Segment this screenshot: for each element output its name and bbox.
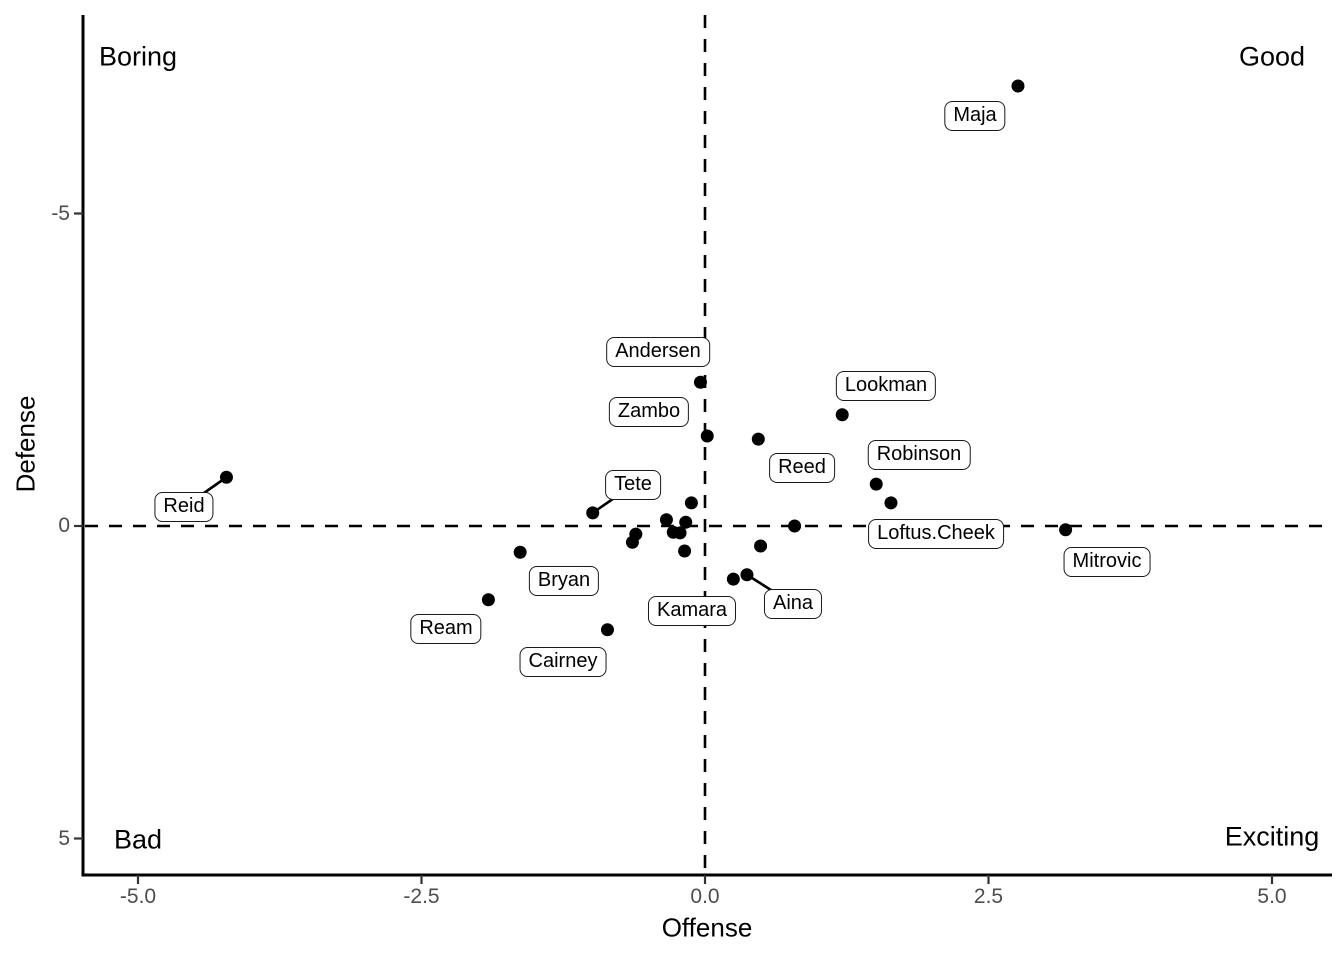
point-label-andersen: Andersen xyxy=(606,337,710,367)
x-tick-label: -5.0 xyxy=(119,885,157,908)
data-point-tete xyxy=(586,506,600,520)
y-axis-title: Defense xyxy=(10,395,41,493)
data-point-cairney xyxy=(600,623,614,637)
point-label-lookman: Lookman xyxy=(835,371,937,401)
x-axis-title: Offense xyxy=(661,912,753,943)
data-point-ream xyxy=(481,593,495,607)
data-point xyxy=(754,539,768,553)
annotation-bad: Bad xyxy=(113,824,163,855)
point-label-loftus-cheek: Loftus.Cheek xyxy=(868,519,1004,549)
point-label-ream: Ream xyxy=(410,614,482,644)
data-point-maja xyxy=(1011,79,1025,93)
point-label-aina: Aina xyxy=(763,589,823,619)
point-label-kamara: Kamara xyxy=(647,596,737,626)
point-label-bryan: Bryan xyxy=(528,566,600,596)
data-point-mitrovic xyxy=(1059,523,1073,537)
data-point-lookman xyxy=(835,408,849,422)
point-label-reid: Reid xyxy=(154,492,214,522)
point-label-zambo: Zambo xyxy=(608,397,690,427)
point-label-mitrovic: Mitrovic xyxy=(1063,547,1151,577)
data-point-kamara xyxy=(726,572,740,586)
data-point-zambo xyxy=(700,429,714,443)
data-point xyxy=(679,515,693,529)
annotation-good: Good xyxy=(1238,41,1306,72)
data-point xyxy=(625,535,639,549)
y-tick-label: 5 xyxy=(58,826,70,850)
annotation-exciting: Exciting xyxy=(1224,821,1320,852)
data-point xyxy=(673,526,687,540)
point-label-robinson: Robinson xyxy=(867,440,971,470)
point-label-maja: Maja xyxy=(944,101,1006,131)
data-point-bryan xyxy=(513,545,527,559)
data-point-reed xyxy=(751,432,765,446)
data-point xyxy=(684,496,698,510)
point-label-reed: Reed xyxy=(769,453,835,483)
data-point-loftus-cheek xyxy=(884,496,898,510)
x-tick-label: 0.0 xyxy=(690,885,720,908)
data-point-aina xyxy=(740,568,754,582)
data-point xyxy=(678,544,692,558)
x-tick-label: -2.5 xyxy=(403,885,440,908)
data-point-andersen xyxy=(693,375,707,389)
y-tick-label: 0 xyxy=(58,514,70,537)
point-label-cairney: Cairney xyxy=(519,647,607,677)
x-tick-label: 2.5 xyxy=(973,885,1004,908)
y-tick-label: -5 xyxy=(51,201,70,225)
annotation-boring: Boring xyxy=(98,41,178,72)
point-label-tete: Tete xyxy=(605,470,661,500)
data-point-reid xyxy=(219,470,233,484)
data-point xyxy=(788,519,802,533)
data-point xyxy=(659,513,673,527)
x-tick-label: 5.0 xyxy=(1257,885,1287,908)
data-point-robinson xyxy=(869,477,883,491)
